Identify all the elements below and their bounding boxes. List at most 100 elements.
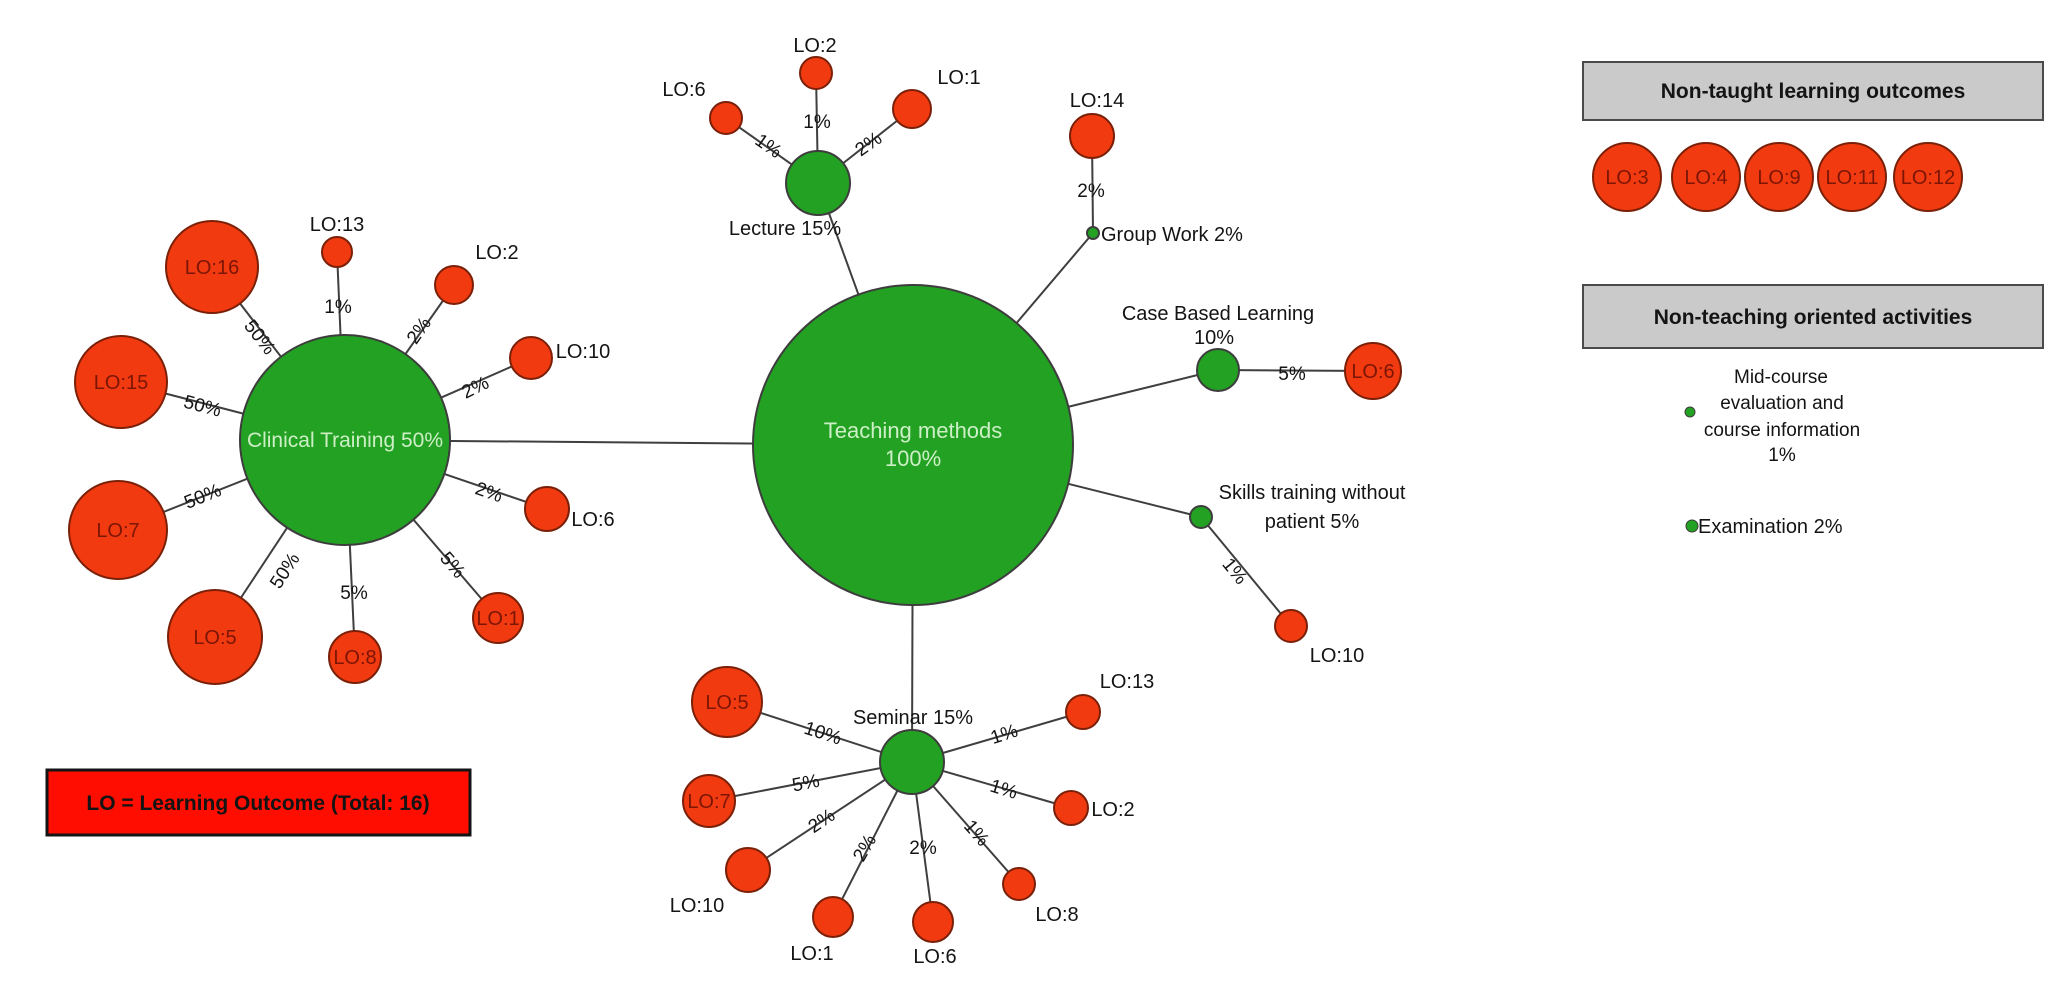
node-label-skills: patient 5% bbox=[1265, 511, 1360, 533]
node-label-lecture: Lecture 15% bbox=[729, 218, 842, 240]
method-node-cbl bbox=[1196, 348, 1240, 392]
non-taught-outcome-label: LO:11 bbox=[1826, 167, 1879, 189]
nodes bbox=[68, 56, 1402, 943]
outcome-node-m13 bbox=[1065, 694, 1101, 730]
node-label-cbl: Case Based Learning bbox=[1122, 303, 1314, 325]
node-label-c6: LO:6 bbox=[571, 509, 614, 531]
outcome-node-m6 bbox=[912, 901, 954, 943]
outcome-node-l6 bbox=[709, 101, 743, 135]
outcome-node-c6 bbox=[524, 486, 570, 532]
node-label-b6: LO:6 bbox=[1351, 361, 1394, 383]
outcome-node-g14 bbox=[1069, 113, 1115, 159]
midcourse-label: evaluation and bbox=[1720, 393, 1844, 414]
outcome-node-c15 bbox=[74, 335, 168, 429]
edge-label-seminar-m2: 1% bbox=[987, 776, 1020, 804]
method-node-lecture bbox=[785, 150, 851, 216]
node-label-c5: LO:5 bbox=[193, 627, 236, 649]
edge-seminar-m7 bbox=[708, 761, 913, 802]
edge-label-clinical-c6: 2% bbox=[472, 478, 505, 507]
method-node-groupwork bbox=[1086, 226, 1100, 240]
examination-dot bbox=[1685, 519, 1699, 533]
non-teaching-header-box bbox=[1582, 284, 2044, 349]
outcome-node-s10 bbox=[1274, 609, 1308, 643]
node-label-m13: LO:13 bbox=[1100, 671, 1154, 693]
non-taught-outcome-circle bbox=[1893, 142, 1963, 212]
non-taught-outcome-circle bbox=[1744, 142, 1814, 212]
midcourse-label: Mid-course bbox=[1734, 367, 1828, 388]
midcourse-label: course information bbox=[1704, 420, 1860, 441]
node-label-c7: LO:7 bbox=[96, 520, 139, 542]
outcome-node-c5 bbox=[167, 589, 263, 685]
edge-label-seminar-m10: 2% bbox=[805, 805, 840, 838]
node-label-g14: LO:14 bbox=[1070, 90, 1124, 112]
outcome-node-m5 bbox=[691, 666, 763, 738]
node-label-teaching: Teaching methods bbox=[824, 418, 1003, 443]
node-label-c10: LO:10 bbox=[556, 341, 610, 363]
edge-label-groupwork-g14: 2% bbox=[1077, 181, 1105, 202]
node-label-skills: Skills training without bbox=[1219, 482, 1406, 504]
edge-label-seminar-m5: 10% bbox=[801, 718, 844, 750]
node-label-m8: LO:8 bbox=[1035, 904, 1078, 926]
edge-label-lecture-l6: 1% bbox=[751, 130, 786, 163]
node-label-m5: LO:5 bbox=[705, 692, 748, 714]
panel-non-teaching: Non-teaching oriented activities Mid-cour… bbox=[1582, 284, 2044, 538]
node-label-l6: LO:6 bbox=[662, 79, 705, 101]
node-label-l2: LO:2 bbox=[793, 35, 836, 57]
legend-box bbox=[45, 768, 472, 837]
node-label-cbl: 10% bbox=[1194, 327, 1234, 349]
method-node-seminar bbox=[879, 729, 945, 795]
outcome-node-l1 bbox=[892, 89, 932, 129]
node-label-c13: LO:13 bbox=[310, 214, 364, 236]
outcome-node-c2 bbox=[434, 265, 474, 305]
legend-label: LO = Learning Outcome (Total: 16) bbox=[86, 792, 429, 815]
edge-label-cbl-b6: 5% bbox=[1278, 364, 1306, 385]
non-taught-outcome-label: LO:4 bbox=[1684, 167, 1727, 189]
node-label-c2: LO:2 bbox=[475, 242, 518, 264]
node-label-m2: LO:2 bbox=[1091, 799, 1134, 821]
node-label-c8: LO:8 bbox=[333, 647, 376, 669]
outcome-node-l2 bbox=[799, 56, 833, 90]
node-label-groupwork: Group Work 2% bbox=[1101, 224, 1243, 246]
outcome-node-c16 bbox=[165, 220, 259, 314]
node-label-m10: LO:10 bbox=[670, 895, 724, 917]
node-label-seminar: Seminar 15% bbox=[853, 707, 973, 729]
non-taught-header-title: Non-taught learning outcomes bbox=[1661, 80, 1966, 103]
outcome-node-b6 bbox=[1344, 342, 1402, 400]
node-label-c16: LO:16 bbox=[185, 257, 239, 279]
outcome-node-m2 bbox=[1053, 790, 1089, 826]
node-label-l1: LO:1 bbox=[937, 67, 980, 89]
non-teaching-header-title: Non-teaching oriented activities bbox=[1654, 306, 1973, 329]
method-node-skills bbox=[1189, 505, 1213, 529]
node-label-c15: LO:15 bbox=[94, 372, 148, 394]
non-taught-outcome-label: LO:3 bbox=[1605, 167, 1648, 189]
edge-label-clinical-c13: 1% bbox=[324, 297, 352, 318]
outcome-node-m1 bbox=[812, 896, 854, 938]
node-label-s10: LO:10 bbox=[1310, 645, 1364, 667]
edge-label-clinical-c16: 50% bbox=[239, 316, 279, 359]
non-taught-outcome-circle bbox=[1817, 142, 1887, 212]
examination-label: Examination 2% bbox=[1698, 516, 1843, 538]
edge-label-clinical-c8: 5% bbox=[340, 583, 368, 604]
method-node-clinical bbox=[239, 334, 451, 546]
method-node-teaching bbox=[752, 284, 1074, 606]
edge-label-clinical-c15: 50% bbox=[181, 392, 223, 422]
outcome-node-c1 bbox=[472, 592, 524, 644]
edge-label-seminar-m1: 2% bbox=[849, 831, 881, 865]
midcourse-dot bbox=[1684, 406, 1696, 418]
non-taught-outcome-label: LO:9 bbox=[1757, 167, 1800, 189]
panel-non-taught: Non-taught learning outcomes LO:3 LO:4 LO:9… bbox=[1582, 61, 2044, 212]
outcome-node-c7 bbox=[68, 480, 168, 580]
node-label-clinical: Clinical Training 50% bbox=[247, 429, 443, 452]
midcourse-label: 1% bbox=[1768, 445, 1796, 466]
outcome-node-m8 bbox=[1002, 867, 1036, 901]
outcome-node-c8 bbox=[328, 630, 382, 684]
non-taught-outcome-circle bbox=[1592, 142, 1662, 212]
node-label-m6: LO:6 bbox=[913, 946, 956, 968]
outcome-node-m10 bbox=[725, 847, 771, 893]
outcome-node-m7 bbox=[682, 774, 736, 828]
edge-label-clinical-c5: 50% bbox=[266, 549, 304, 592]
edge-label-seminar-m7: 5% bbox=[790, 771, 821, 797]
node-label-c1: LO:1 bbox=[476, 608, 519, 630]
